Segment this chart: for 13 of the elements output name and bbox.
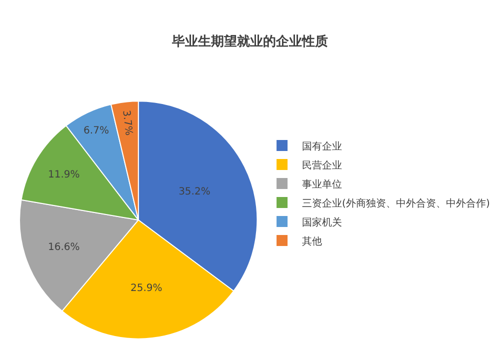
data-label: 16.6%: [48, 242, 80, 253]
legend-label: 事业单位: [302, 178, 342, 190]
legend-label: 其他: [302, 235, 322, 248]
data-label: 35.2%: [178, 186, 210, 198]
data-label: 11.9%: [48, 169, 80, 180]
legend-label: 三资企业(外商独资、中外合资、中外合作): [302, 197, 490, 210]
data-label: 25.9%: [130, 282, 162, 294]
legend-label: 国家机关: [302, 216, 342, 228]
legend-label: 国有企业: [302, 140, 342, 152]
chart-title: 毕业生期望就业的企业性质: [171, 33, 328, 50]
data-label: 3.7%: [120, 110, 134, 136]
legend-label: 民营企业: [302, 159, 342, 172]
data-label: 6.7%: [84, 126, 109, 137]
